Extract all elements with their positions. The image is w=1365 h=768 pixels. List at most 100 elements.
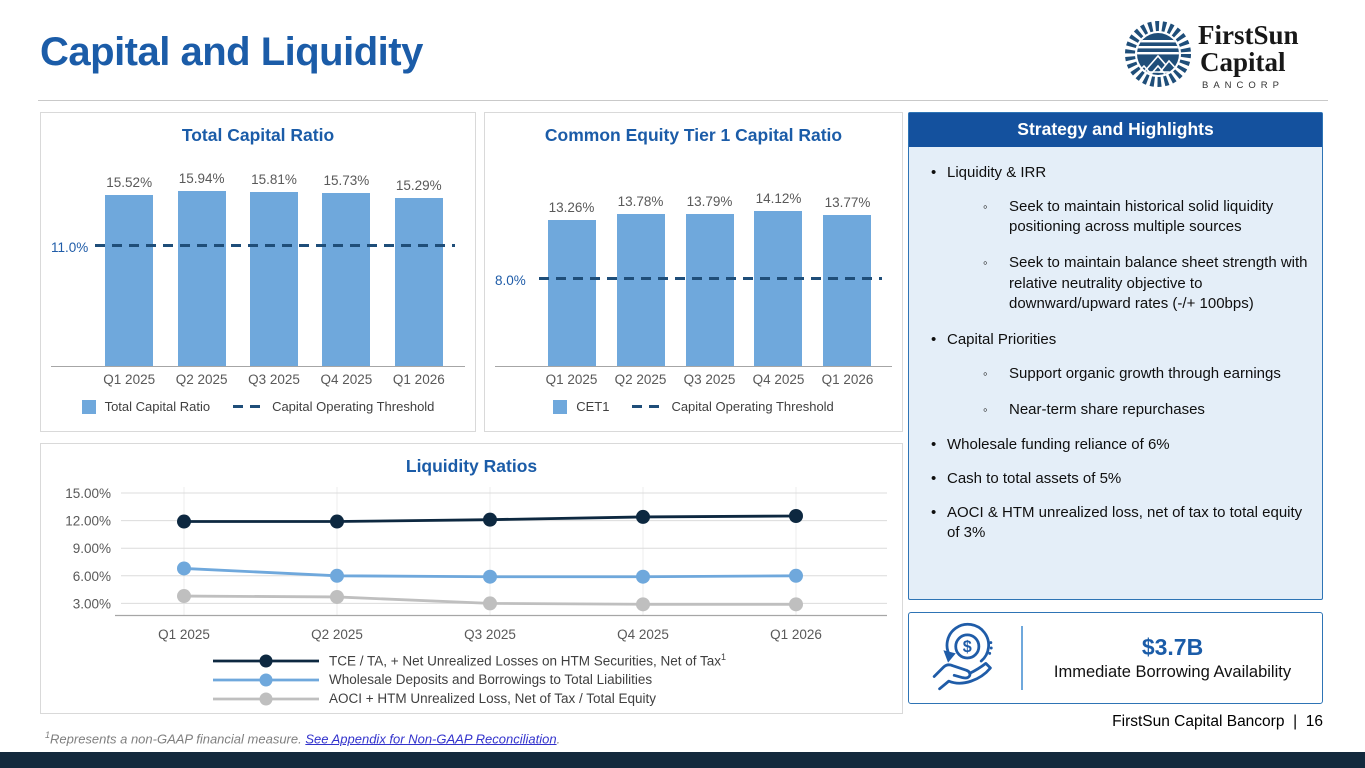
legend-dash-sample	[233, 405, 264, 408]
data-point	[177, 514, 191, 529]
total-capital-ratio-chart-panel: Total Capital Ratio 15.52% 15.94% 15.81% 15…	[40, 112, 476, 432]
y-axis-tick: 9.00%	[73, 541, 111, 556]
data-point	[177, 589, 191, 604]
strategy-item-text: Near-term share repurchases	[1009, 400, 1205, 418]
strategy-item-text: Capital Priorities	[947, 331, 1057, 349]
footnote-period: .	[556, 731, 561, 747]
sun-mountains-icon	[1125, 21, 1191, 87]
x-axis-tick: Q1 2026	[770, 627, 822, 642]
legend-line-sample	[213, 654, 319, 667]
x-axis-tick: Q2 2025	[614, 372, 667, 387]
bullet-glyph: •	[931, 436, 937, 454]
bar-chart-plot: 15.52% 15.94% 15.81% 15.73% 15.29% 11.0%	[51, 152, 465, 367]
data-point	[483, 512, 497, 527]
bullet-glyph: •	[931, 503, 937, 521]
threshold-label: 8.0%	[495, 273, 526, 288]
liquidity-ratios-chart-panel: Liquidity Ratios 15.00% 12.00% 9.00% 6.00% 3…	[40, 443, 903, 714]
footnote-text: Represents a non-GAAP financial measure.	[50, 731, 306, 747]
bar	[250, 192, 298, 366]
bar-value-label: 15.73%	[323, 172, 370, 188]
x-axis-tick: Q1 2025	[158, 627, 210, 642]
bar	[322, 192, 371, 366]
strategy-bullet-item: • Wholesale funding reliance of 6%	[921, 435, 1308, 456]
data-point	[177, 561, 191, 576]
strategy-item-text: Seek to maintain balance sheet strength …	[1009, 254, 1308, 313]
y-axis-tick: 3.00%	[73, 596, 111, 611]
line-chart-legend: TCE / TA, + Net Unrealized Losses on HTM…	[211, 651, 902, 708]
data-point	[483, 569, 497, 584]
chart-title: Total Capital Ratio	[181, 125, 335, 145]
chart-legend: CET1 Capital Operating Threshold	[485, 399, 902, 414]
y-axis-tick: 15.00%	[65, 486, 111, 501]
strategy-item-text: Support organic growth through earnings	[1009, 364, 1281, 382]
bar	[177, 190, 226, 366]
legend-line-sample	[213, 673, 319, 686]
bar	[394, 197, 443, 366]
bar-value-label: 13.79%	[686, 194, 733, 210]
x-axis-tick: Q2 2025	[175, 372, 228, 387]
x-axis-tick: Q4 2025	[320, 372, 373, 387]
borrowing-availability-callout: $ $3.7B Immediate Borrowing Availability	[908, 612, 1323, 704]
legend-label: Capital Operating Threshold	[671, 399, 834, 414]
strategy-item-text: Wholesale funding reliance of 6%	[947, 436, 1170, 454]
vertical-divider	[1021, 626, 1023, 690]
bar	[685, 214, 734, 366]
footnote: 1Represents a non-GAAP financial measure…	[45, 730, 560, 746]
x-axis-tick: Q4 2025	[617, 627, 669, 642]
bar-value-label: 14.12%	[755, 190, 802, 206]
strategy-sub-bullet-item: ◦ Seek to maintain balance sheet strength…	[979, 253, 1308, 315]
x-axis-tick: Q3 2025	[248, 372, 300, 387]
legend-swatch	[553, 399, 568, 414]
chart-title: Liquidity Ratios	[405, 456, 538, 476]
x-axis-line	[51, 366, 465, 367]
bar	[547, 220, 596, 366]
chart-legend: Total Capital Ratio Capital Operating Thr…	[41, 399, 475, 414]
strategy-sub-bullet-item: ◦ Support organic growth through earnings	[979, 364, 1308, 385]
data-point	[636, 569, 650, 584]
strategy-bullet-item: • Liquidity & IRR	[921, 163, 1308, 184]
firstsun-capital-bancorp-logo: FirstSun Capital BANCORP	[1125, 20, 1299, 91]
bullet-glyph: ◦	[983, 365, 988, 381]
y-axis-tick: 12.00%	[65, 514, 111, 529]
logo-text-capital: Capital	[1200, 47, 1286, 77]
cet1-capital-ratio-chart-panel: Common Equity Tier 1 Capital Ratio 13.26…	[484, 112, 903, 432]
legend-entry: AOCI + HTM Unrealized Loss, Net of Tax /…	[211, 689, 902, 708]
strategy-panel-header: Strategy and Highlights	[909, 113, 1322, 147]
x-axis-tick: Q1 2025	[545, 372, 598, 387]
page-number: 16	[1305, 713, 1323, 730]
bar-value-label: 13.78%	[617, 194, 664, 210]
bullet-glyph: •	[931, 469, 937, 487]
data-point	[330, 568, 344, 583]
data-point	[789, 568, 803, 583]
bullet-glyph: ◦	[983, 198, 988, 214]
strategy-item-text: AOCI & HTM unrealized loss, net of tax t…	[947, 503, 1303, 542]
strategy-sub-bullet-item: ◦ Near-term share repurchases	[979, 400, 1308, 421]
strategy-bullet-item: • Capital Priorities	[921, 330, 1308, 351]
data-point	[483, 596, 497, 611]
bar-value-label: 13.77%	[824, 194, 871, 210]
hand-coin-refresh-icon: $	[932, 622, 993, 691]
bar	[105, 195, 154, 366]
non-gaap-appendix-link[interactable]: See Appendix for Non-GAAP Reconciliation	[305, 731, 557, 747]
data-point	[789, 597, 803, 612]
footer-separator: |	[1293, 713, 1298, 730]
logo-text-firstsun: FirstSun	[1198, 20, 1299, 50]
legend-swatch	[81, 399, 96, 414]
x-axis-tick: Q4 2025	[752, 372, 805, 387]
legend-label: Total Capital Ratio	[104, 399, 211, 414]
bar	[823, 214, 872, 366]
x-axis-labels: Q1 2025 Q2 2025 Q3 2025 Q4 2025 Q1 2026	[537, 372, 882, 387]
borrowing-availability-label: Immediate Borrowing Availability	[1053, 663, 1292, 681]
legend-label: Capital Operating Threshold	[272, 399, 435, 414]
data-point	[330, 514, 344, 529]
bar-value-label: 15.29%	[395, 177, 442, 193]
strategy-sub-bullet-item: ◦ Seek to maintain historical solid liqui…	[979, 197, 1308, 238]
legend-label: Wholesale Deposits and Borrowings to Tot…	[329, 672, 653, 687]
svg-text:$: $	[963, 638, 972, 656]
strategy-bullet-item: • Cash to total assets of 5%	[921, 469, 1308, 490]
borrowing-availability-value: $3.7B	[1141, 634, 1204, 660]
bar	[616, 214, 665, 366]
header-divider	[38, 100, 1328, 101]
bar-value-label: 15.94%	[178, 170, 225, 186]
